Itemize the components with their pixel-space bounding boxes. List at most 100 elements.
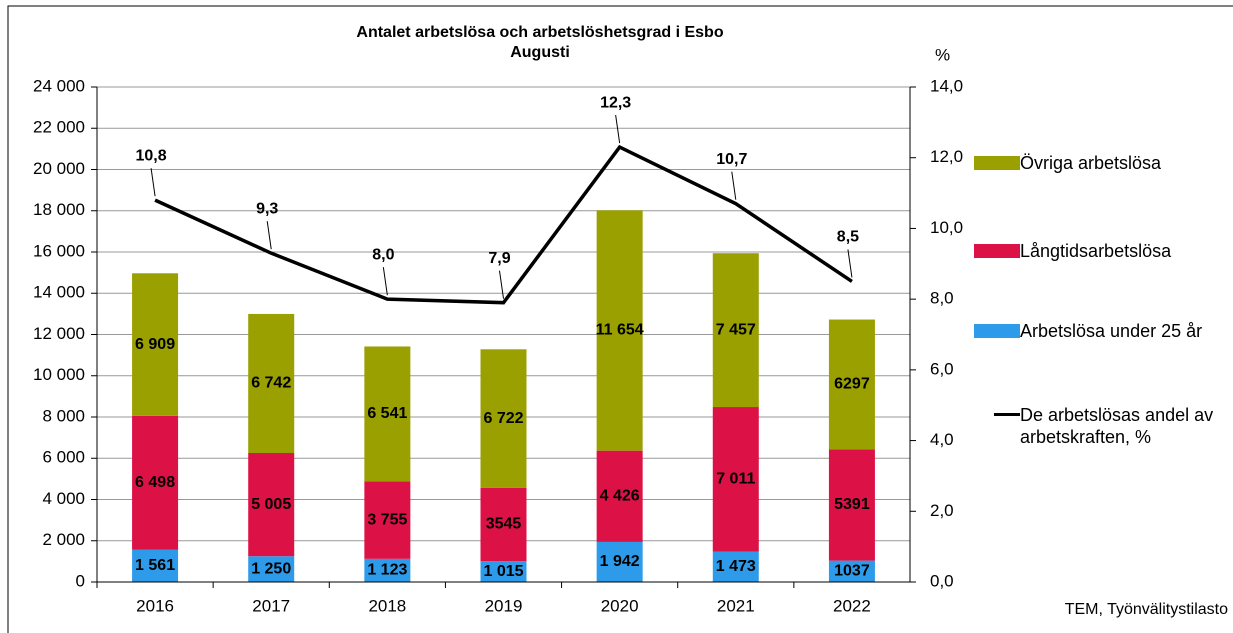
data-label: 3 755 <box>367 511 407 528</box>
x-tick-label: 2019 <box>485 596 523 615</box>
data-label: 5391 <box>834 496 870 513</box>
bar-segment <box>828 319 875 450</box>
y2-tick-label: 8,0 <box>930 289 954 308</box>
leader-line <box>615 115 621 144</box>
data-label: 6 722 <box>483 410 523 427</box>
data-label: 6 541 <box>367 405 407 422</box>
source: TEM, Työnvälitystilasto <box>1065 601 1228 618</box>
bar-segment <box>364 346 411 482</box>
bar-segment <box>132 549 179 582</box>
legend-swatch <box>974 244 1020 258</box>
y2-tick-label: 10,0 <box>930 218 963 237</box>
bar-segment <box>712 253 759 408</box>
y-tick-label: 14 000 <box>33 283 85 302</box>
chart-subtitle: Augusti <box>510 44 570 61</box>
x-tick-label: 2020 <box>601 596 639 615</box>
data-label: 4 426 <box>600 488 640 505</box>
data-label: 7 011 <box>716 471 755 488</box>
legend-item: Långtidsarbetslösa <box>974 240 1233 262</box>
y-tick-label: 24 000 <box>33 76 85 95</box>
legend-swatch <box>974 324 1020 338</box>
data-label: 1 942 <box>600 553 640 570</box>
bar-segment <box>596 210 643 451</box>
y-tick-label: 20 000 <box>33 159 85 178</box>
legend-label: Övriga arbetslösa <box>1020 153 1162 173</box>
bar-segment <box>828 560 875 582</box>
y-tick-label: 22 000 <box>33 118 85 137</box>
bar-segment <box>364 558 411 582</box>
data-label: 1037 <box>834 563 870 580</box>
chart-frame <box>7 5 1233 633</box>
chart-title: Antalet arbetslösa och arbetslöshetsgrad… <box>356 24 723 41</box>
data-label: 1 123 <box>367 562 407 579</box>
leader-line <box>731 171 737 200</box>
line-label: 12,3 <box>600 94 631 111</box>
data-label: 6 742 <box>251 375 291 392</box>
data-label: 1 561 <box>135 557 175 574</box>
leader-line <box>499 270 504 299</box>
line-label: 7,9 <box>488 250 510 267</box>
x-tick-label: 2021 <box>717 596 755 615</box>
legend-item: Övriga arbetslösa <box>974 152 1233 174</box>
bar-segment <box>480 561 527 582</box>
line-label: 10,8 <box>136 147 167 164</box>
leader-line <box>382 267 388 296</box>
x-tick-label: 2017 <box>252 596 290 615</box>
line-label: 8,5 <box>837 229 859 246</box>
y-tick-label: 8 000 <box>42 406 85 425</box>
data-label: 6 498 <box>135 474 175 491</box>
legend-swatch <box>994 413 1020 416</box>
legend-label: Arbetslösa under 25 år <box>1020 321 1203 341</box>
x-tick-label: 2016 <box>136 596 174 615</box>
y-tick-label: 4 000 <box>42 489 85 508</box>
data-label: 5 005 <box>251 496 291 513</box>
y2-tick-label: 6,0 <box>930 359 954 378</box>
bar-segment <box>712 407 759 552</box>
y-tick-label: 10 000 <box>33 365 85 384</box>
bar-segment <box>480 349 527 488</box>
data-label: 3545 <box>486 516 522 533</box>
data-label: 11 654 <box>596 322 644 339</box>
line-label: 10,7 <box>716 151 747 168</box>
bar-segment <box>248 313 295 453</box>
y2-tick-label: 2,0 <box>930 501 954 520</box>
data-label: 1 250 <box>251 560 291 577</box>
bar-segment <box>364 481 411 559</box>
data-label: 6297 <box>834 376 870 393</box>
x-tick-label: 2018 <box>368 596 406 615</box>
y2-tick-label: 4,0 <box>930 430 954 449</box>
y-tick-label: 2 000 <box>42 530 85 549</box>
legend-item: De arbetslösas andel av arbetskraften, % <box>994 404 1233 448</box>
legend-label: Långtidsarbetslösa <box>1020 241 1172 261</box>
y2-axis-label: % <box>935 45 950 64</box>
data-label: 7 457 <box>716 321 756 338</box>
line-label: 9,3 <box>256 200 278 217</box>
legend-label: De arbetslösas andel av arbetskraften, % <box>1020 405 1214 447</box>
bar-segment <box>248 452 295 557</box>
y2-tick-label: 14,0 <box>930 76 963 95</box>
data-label: 1 473 <box>716 558 756 575</box>
y2-tick-label: 12,0 <box>930 147 963 166</box>
bar-segment <box>712 551 759 582</box>
leader-line <box>150 168 156 197</box>
y-tick-label: 18 000 <box>33 200 85 219</box>
line-label: 8,0 <box>372 246 394 263</box>
y-tick-label: 16 000 <box>33 241 85 260</box>
data-label: 1 015 <box>483 563 523 580</box>
bar-segment <box>596 541 643 582</box>
leader-line <box>847 249 853 278</box>
legend-swatch <box>974 156 1020 170</box>
y2-tick-label: 0,0 <box>930 571 954 590</box>
line-series <box>154 144 853 305</box>
bar-segment <box>132 273 179 416</box>
y-tick-label: 0 <box>76 571 85 590</box>
bar-segment <box>132 415 179 550</box>
bar-segment <box>480 487 527 562</box>
y-tick-label: 6 000 <box>42 448 85 467</box>
leader-line <box>266 221 272 250</box>
y-tick-label: 12 000 <box>33 324 85 343</box>
data-label: 6 909 <box>135 336 175 353</box>
bar-segment <box>828 449 875 561</box>
